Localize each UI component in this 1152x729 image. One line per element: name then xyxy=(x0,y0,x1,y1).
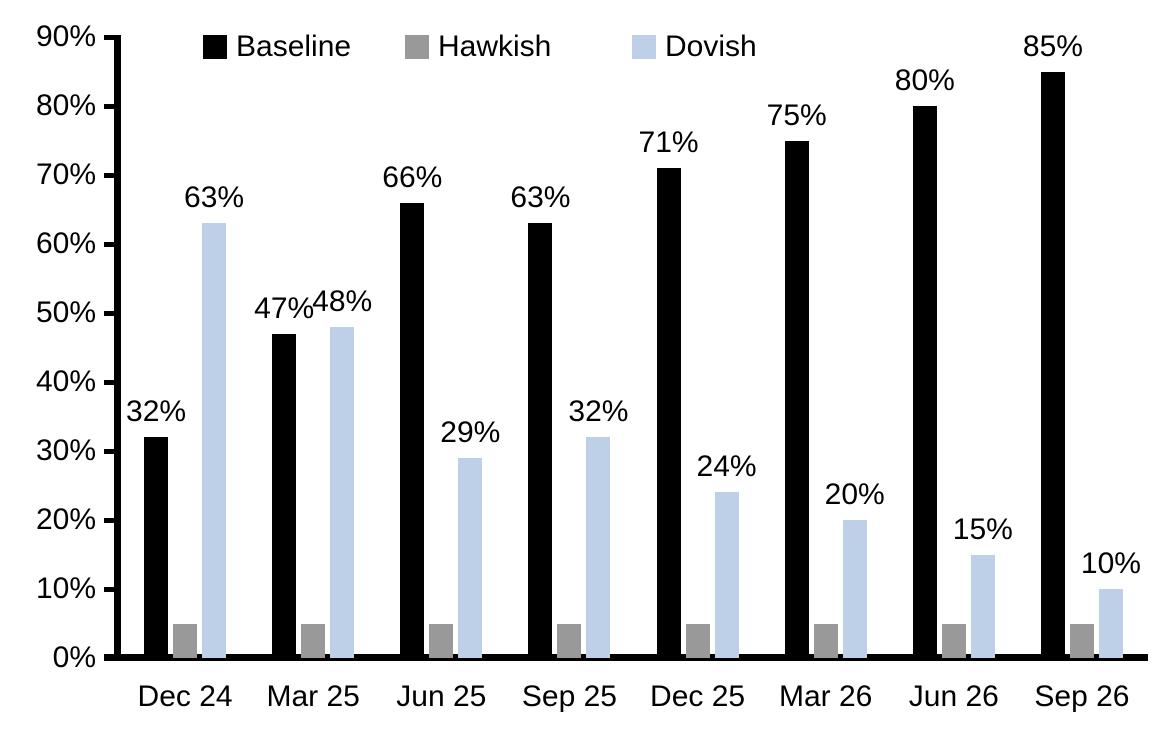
bar-value-label-baseline-sep-26: 85% xyxy=(1022,29,1083,63)
legend-swatch-baseline-icon xyxy=(203,35,227,59)
bar-dovish-dec-24 xyxy=(202,223,227,658)
bar-hawkish-mar-26 xyxy=(813,623,838,658)
y-axis-tick xyxy=(104,103,116,109)
bar-hawkish-jun-26 xyxy=(941,623,966,658)
y-axis-tick xyxy=(104,310,116,316)
x-axis-label-jun-25: Jun 25 xyxy=(396,680,487,713)
y-axis-tick xyxy=(104,34,116,40)
y-axis-line xyxy=(114,35,121,661)
bar-hawkish-sep-25 xyxy=(557,623,582,658)
bar-value-label-baseline-mar-26: 75% xyxy=(766,98,827,132)
x-axis-label-dec-24: Dec 24 xyxy=(137,680,233,713)
bar-value-label-dovish-sep-25: 32% xyxy=(568,395,629,429)
x-axis-line xyxy=(104,654,1148,661)
y-axis-label: 30% xyxy=(35,434,96,467)
y-axis-label: 50% xyxy=(35,296,96,329)
x-axis-label-jun-26: Jun 26 xyxy=(908,680,999,713)
x-axis-label-sep-26: Sep 26 xyxy=(1034,680,1130,713)
legend-label-dovish: Dovish xyxy=(665,30,757,63)
bar-value-label-baseline-mar-25: 47% xyxy=(254,291,315,325)
bar-value-label-dovish-jun-25: 29% xyxy=(440,415,501,449)
x-axis-label-mar-25: Mar 25 xyxy=(266,680,360,713)
y-axis-label: 80% xyxy=(35,89,96,122)
chart-legend: Baseline Hawkish Dovish xyxy=(0,27,1152,67)
bar-hawkish-dec-24 xyxy=(173,623,198,658)
y-axis-label: 60% xyxy=(35,227,96,260)
bar-baseline-mar-25 xyxy=(272,333,297,658)
bar-dovish-sep-26 xyxy=(1098,589,1123,658)
bar-value-label-baseline-dec-25: 71% xyxy=(638,126,699,160)
bar-value-label-dovish-sep-26: 10% xyxy=(1080,547,1141,580)
bar-value-label-dovish-mar-25: 48% xyxy=(312,284,373,318)
bar-dovish-mar-25 xyxy=(330,326,355,658)
x-axis-label-sep-25: Sep 25 xyxy=(521,680,617,713)
bar-baseline-dec-25 xyxy=(656,168,681,658)
bar-baseline-jun-25 xyxy=(400,202,425,658)
bar-baseline-dec-24 xyxy=(144,437,169,658)
legend-swatch-dovish-icon xyxy=(632,35,656,59)
bar-hawkish-mar-25 xyxy=(301,623,326,658)
bar-hawkish-dec-25 xyxy=(685,623,710,658)
bar-value-label-dovish-dec-25: 24% xyxy=(696,450,757,484)
y-axis-label: 10% xyxy=(35,572,96,605)
legend-item-baseline: Baseline xyxy=(203,27,351,67)
bar-baseline-sep-26 xyxy=(1040,71,1065,658)
y-axis-label: 40% xyxy=(35,365,96,398)
legend-label-baseline: Baseline xyxy=(236,30,352,63)
y-axis-label: 20% xyxy=(35,503,96,536)
bar-value-label-baseline-jun-25: 66% xyxy=(382,160,443,194)
legend-item-hawkish: Hawkish xyxy=(405,27,551,67)
bar-dovish-dec-25 xyxy=(714,492,739,658)
y-axis-label: 90% xyxy=(35,20,96,53)
bar-value-label-dovish-dec-24: 63% xyxy=(184,181,245,215)
bar-baseline-mar-26 xyxy=(784,140,809,658)
y-axis-tick xyxy=(104,586,116,592)
bar-dovish-sep-25 xyxy=(586,437,611,658)
y-axis-tick xyxy=(104,448,116,454)
bar-dovish-jun-25 xyxy=(458,457,483,658)
bar-value-label-baseline-dec-24: 32% xyxy=(126,395,187,429)
bar-value-label-baseline-jun-26: 80% xyxy=(894,64,955,97)
bar-value-label-baseline-sep-25: 63% xyxy=(510,181,571,215)
bar-value-label-dovish-mar-26: 20% xyxy=(824,478,885,511)
x-axis-label-dec-25: Dec 25 xyxy=(650,680,746,713)
bar-baseline-jun-26 xyxy=(912,106,937,658)
y-axis-label: 0% xyxy=(52,641,96,674)
legend-label-hawkish: Hawkish xyxy=(438,30,552,63)
x-axis-label-mar-26: Mar 26 xyxy=(779,680,873,713)
y-axis-tick xyxy=(104,379,116,385)
y-axis-tick xyxy=(104,517,116,523)
bar-dovish-jun-26 xyxy=(970,554,995,658)
bar-hawkish-sep-26 xyxy=(1069,623,1094,658)
legend-swatch-hawkish-icon xyxy=(405,35,429,59)
y-axis-label: 70% xyxy=(35,158,96,191)
bar-hawkish-jun-25 xyxy=(429,623,454,658)
bar-value-label-dovish-jun-26: 15% xyxy=(952,512,1013,546)
legend-item-dovish: Dovish xyxy=(632,27,757,67)
y-axis-tick xyxy=(104,241,116,247)
bar-dovish-mar-26 xyxy=(842,520,867,658)
bar-baseline-sep-25 xyxy=(528,223,553,658)
y-axis-tick xyxy=(104,172,116,178)
